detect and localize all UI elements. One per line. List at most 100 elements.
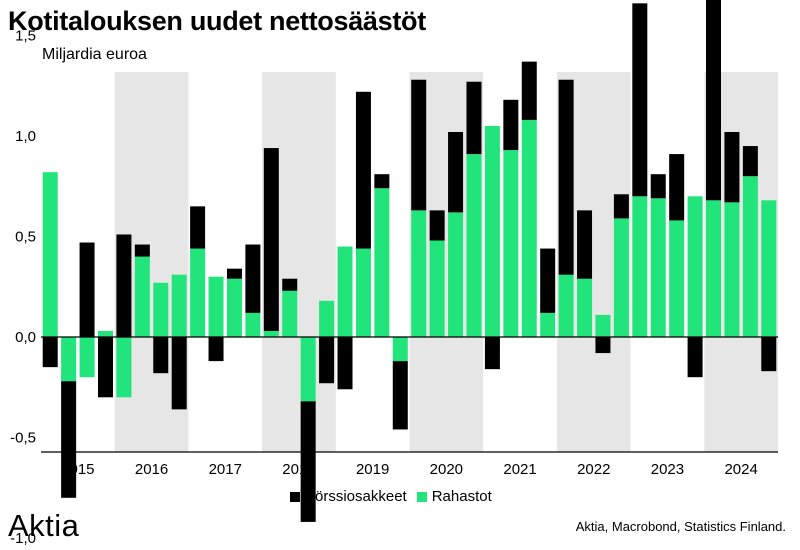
fund-bar [484, 125, 500, 337]
stock-bar [282, 278, 298, 291]
x-tick-label-2020: 2020 [430, 461, 463, 478]
stock-bar [650, 174, 666, 199]
fund-bar [742, 176, 758, 337]
stock-bar [632, 3, 648, 197]
y-tick-label: 0,0 [15, 329, 36, 346]
y-tick-label: -1,0 [10, 530, 36, 547]
fund-bar [263, 330, 279, 337]
fund-bar [355, 248, 371, 337]
fund-bar [171, 274, 187, 337]
fund-bar [411, 210, 427, 337]
stock-bar [706, 0, 722, 201]
stock-bar [466, 81, 482, 155]
stock-bar [42, 337, 58, 368]
fund-bar [392, 337, 408, 362]
y-axis-unit-label: Miljardia euroa [42, 46, 147, 63]
fund-bar [153, 282, 169, 337]
legend-swatch-stocks [290, 491, 300, 502]
stock-bar [319, 337, 335, 384]
stock-bar [411, 79, 427, 211]
stock-bar [613, 194, 629, 219]
fund-bar [61, 337, 77, 382]
fund-bar [724, 202, 740, 337]
stock-bar [392, 361, 408, 430]
fund-bar [300, 337, 316, 402]
stock-bar [558, 79, 574, 275]
fund-bar [282, 290, 298, 337]
stock-bar [208, 337, 224, 362]
source-note: Aktia, Macrobond, Statistics Finland. [575, 519, 786, 534]
fund-bar [669, 220, 685, 337]
fund-bar [577, 278, 593, 337]
fund-bar [706, 200, 722, 337]
stock-bar [484, 337, 500, 370]
stock-bar [226, 268, 242, 279]
stock-bar [153, 337, 169, 374]
stock-bar [374, 174, 390, 189]
fund-bar [558, 274, 574, 337]
fund-bar [650, 198, 666, 337]
stock-bar [116, 234, 132, 337]
fund-bar [319, 300, 335, 337]
stock-bar [429, 210, 445, 241]
stock-bar [97, 337, 113, 398]
fund-bar [521, 119, 537, 337]
fund-bar [466, 154, 482, 337]
stock-bar [61, 381, 77, 498]
fund-bar [429, 240, 445, 337]
fund-bar [761, 200, 777, 337]
fund-bar [97, 330, 113, 337]
stock-bar [355, 91, 371, 249]
stock-bar [263, 148, 279, 331]
legend-label-stocks: Pörssiosakkeet [305, 488, 407, 505]
stock-bar [595, 337, 611, 354]
legend-item-funds: Rahastot [416, 488, 492, 505]
x-tick-label-2019: 2019 [356, 461, 389, 478]
chart-title: Kotitalouksen uudet nettosäästöt [8, 6, 426, 36]
stock-bar [448, 131, 464, 213]
fund-bar [337, 246, 353, 337]
x-tick-label-2023: 2023 [651, 461, 684, 478]
fund-bar [226, 278, 242, 337]
fund-bar [595, 314, 611, 337]
stock-bar [724, 131, 740, 203]
fund-bar [245, 312, 261, 337]
fund-bar [79, 337, 95, 378]
stock-bar [503, 99, 519, 151]
fund-bar [42, 172, 58, 337]
x-tick-label-2021: 2021 [503, 461, 536, 478]
fund-bar [134, 256, 150, 337]
y-tick-label: 1,5 [15, 28, 36, 45]
x-tick-label-2015: 2015 [61, 461, 94, 478]
x-tick-label-2018: 2018 [282, 461, 315, 478]
y-tick-label: -0,5 [10, 430, 36, 447]
aktia-logo: Aktia [8, 508, 80, 543]
stock-bar [300, 401, 316, 522]
legend: Pörssiosakkeet Rahastot [290, 488, 496, 505]
fund-bar [687, 196, 703, 337]
fund-bar [632, 196, 648, 337]
stock-bar [669, 154, 685, 221]
fund-bar [190, 248, 206, 337]
x-tick-label-2016: 2016 [135, 461, 168, 478]
stock-bar [171, 337, 187, 410]
stock-bar [337, 337, 353, 390]
fund-bar [503, 150, 519, 337]
fund-bar [374, 188, 390, 337]
fund-bar [540, 312, 556, 337]
stock-bar [190, 206, 206, 249]
legend-label-funds: Rahastot [431, 488, 492, 505]
stock-bar [761, 337, 777, 372]
fund-bar [613, 218, 629, 337]
y-tick-label: 1,0 [15, 128, 36, 145]
y-tick-label: 0,5 [15, 229, 36, 246]
stock-bar [521, 61, 537, 120]
stock-bar [245, 244, 261, 313]
legend-swatch-funds [416, 491, 427, 502]
fund-bar [448, 212, 464, 337]
stock-bar [540, 248, 556, 313]
stock-bar [79, 242, 95, 337]
fund-bar [116, 337, 132, 398]
stock-bar [134, 244, 150, 257]
